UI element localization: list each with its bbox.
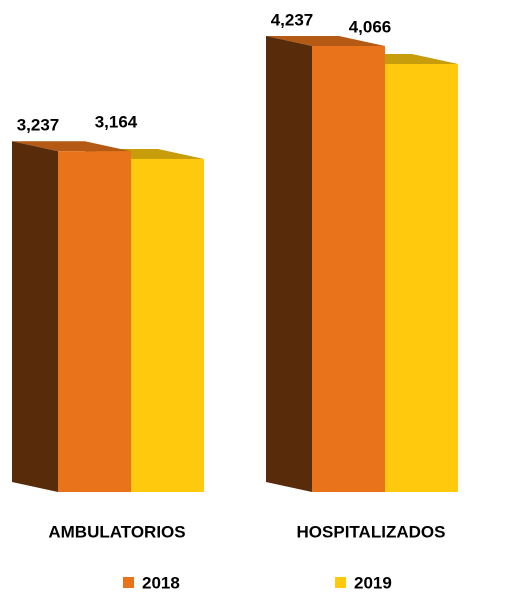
legend-swatch xyxy=(123,577,134,588)
value-label: 4,237 xyxy=(271,10,314,29)
x-tick-label: AMBULATORIOS xyxy=(48,522,185,541)
bar-top xyxy=(12,141,131,152)
legend-label: 2018 xyxy=(142,573,180,592)
bar xyxy=(312,46,385,492)
bar xyxy=(131,158,204,492)
legend-label: 2019 xyxy=(354,573,392,592)
bar-side xyxy=(266,36,312,492)
value-label: 4,066 xyxy=(349,17,392,36)
bar xyxy=(385,64,458,492)
value-label: 3,237 xyxy=(17,116,60,135)
bar-top xyxy=(266,36,385,46)
bar-side xyxy=(12,141,58,492)
value-label: 3,164 xyxy=(95,112,138,131)
bar xyxy=(58,151,131,492)
legend-swatch xyxy=(335,577,346,588)
x-tick-label: HOSPITALIZADOS xyxy=(297,522,446,541)
